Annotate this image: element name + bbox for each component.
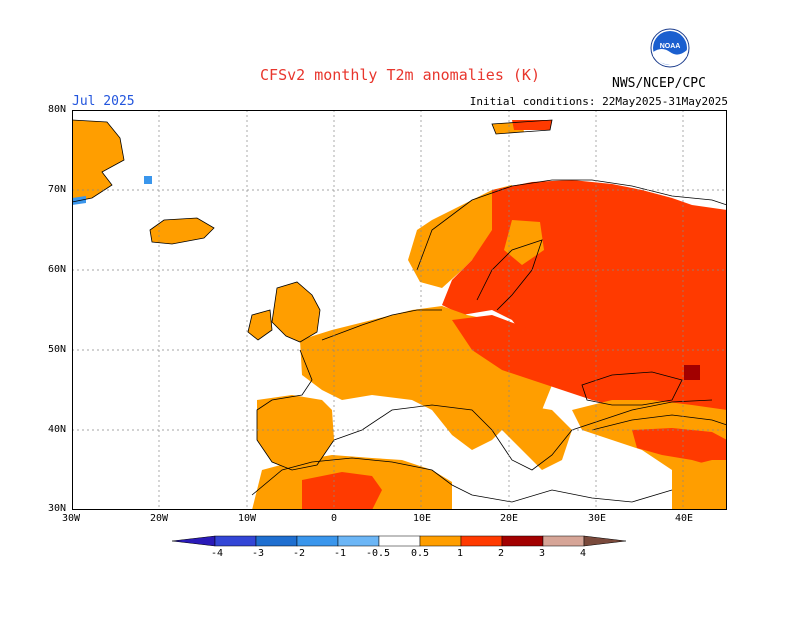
colorbar-label-minus2: -2 [293,548,306,559]
colorbar-label-4: 4 [580,548,587,559]
anomaly-region-iceland [150,218,214,244]
map-frame [72,110,727,510]
coast-north-africa [251,457,673,503]
anomaly-region-iberia [257,395,334,470]
organization-label: NWS/NCEP/CPC [612,76,706,91]
colorbar-arrow-high [583,535,627,547]
lat-label-70n: 70N [48,184,67,195]
graticule [72,110,727,510]
anomaly-region-turkey-red [632,428,727,470]
anomaly-region-norway [408,185,512,288]
coast-svalbard [491,119,553,135]
colorbar-segment-5 [378,535,421,547]
lon-label-20e: 20E [500,513,519,524]
coast-iceland [149,217,215,245]
lon-label-40e: 40E [675,513,694,524]
coast-europe-west [256,309,442,471]
anomaly-region-north-africa-red [302,472,382,510]
anomaly-region-scandinavia-russia [442,180,727,510]
anomaly-region-finland [504,220,544,265]
colorbar-label-1: 1 [457,548,464,559]
colorbar-label-minus4: -4 [211,548,224,559]
anomaly-region-greenland-blue2 [144,176,152,184]
anomaly-region-svalbard-red [512,120,552,130]
coast-black-sea [581,371,683,406]
colorbar-label-3: 3 [539,548,546,559]
chart-title: CFSv2 monthly T2m anomalies (K) [260,66,540,84]
anomaly-region-darkred [684,365,700,380]
colorbar-segment-1 [214,535,257,547]
colorbar-label-minus1: -1 [334,548,347,559]
lat-label-60n: 60N [48,264,67,275]
noaa-logo-icon: NOAA [650,28,690,68]
anomaly-region-uk [272,282,320,342]
colorbar-segment-4 [337,535,380,547]
anomaly-shading [72,120,727,510]
lon-label-10w: 10W [238,513,257,524]
coast-greenland [72,119,125,203]
colorbar-segment-8 [501,535,544,547]
lat-label-80n: 80N [48,104,67,115]
coast-uk [271,281,321,343]
colorbar-label-2: 2 [498,548,505,559]
anomaly-region-ireland [248,310,272,340]
anomaly-region-middle-east [672,460,727,510]
lon-label-30e: 30E [588,513,607,524]
initial-conditions: Initial conditions: 22May2025-31May2025 [469,95,728,108]
colorbar-label-minus3: -3 [252,548,265,559]
colorbar-segment-6 [419,535,462,547]
svg-text:NOAA: NOAA [660,43,681,50]
lat-label-50n: 50N [48,344,67,355]
lon-label-20w: 20W [150,513,169,524]
anomaly-region-eastern-europe [452,315,672,410]
coastlines [72,119,727,503]
forecast-month: Jul 2025 [72,94,135,109]
colorbar-segment-3 [296,535,339,547]
coast-mediterranean [333,399,713,471]
colorbar [171,535,627,547]
coast-scandinavia [416,179,727,271]
colorbar-segment-2 [255,535,298,547]
colorbar-arrow-low [171,535,216,547]
lon-label-0: 0 [331,513,338,524]
colorbar-segment-9 [542,535,585,547]
coast-turkey [591,414,727,431]
colorbar-label-minus05: -0.5 [366,548,391,559]
lat-label-40n: 40N [48,424,67,435]
anomaly-region-balkans [492,405,572,470]
coast-ireland [247,309,273,341]
anomaly-map [72,110,727,510]
colorbar-segment-7 [460,535,503,547]
lon-label-10e: 10E [413,513,432,524]
anomaly-region-greenland [72,120,124,202]
colorbar-label-05: 0.5 [411,548,430,559]
lon-label-30w: 30W [62,513,81,524]
lat-label-30n: 30N [48,503,67,514]
